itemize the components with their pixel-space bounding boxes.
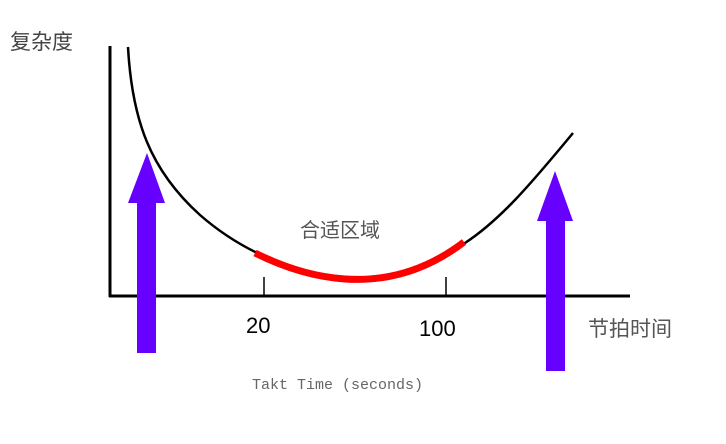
- optimal-zone-segment: [253, 239, 467, 283]
- x-axis-label: 节拍时间: [588, 317, 672, 341]
- x-axis-subtitle: Takt Time (seconds): [252, 377, 424, 394]
- tick-label-100: 100: [419, 316, 456, 341]
- tick-label-20: 20: [246, 313, 271, 338]
- right-arrow: [537, 171, 573, 371]
- optimal-zone-label: 合适区域: [300, 218, 380, 242]
- complexity-curve: [126, 46, 574, 281]
- left-arrow: [128, 153, 165, 353]
- y-axis-label: 复杂度: [10, 30, 73, 54]
